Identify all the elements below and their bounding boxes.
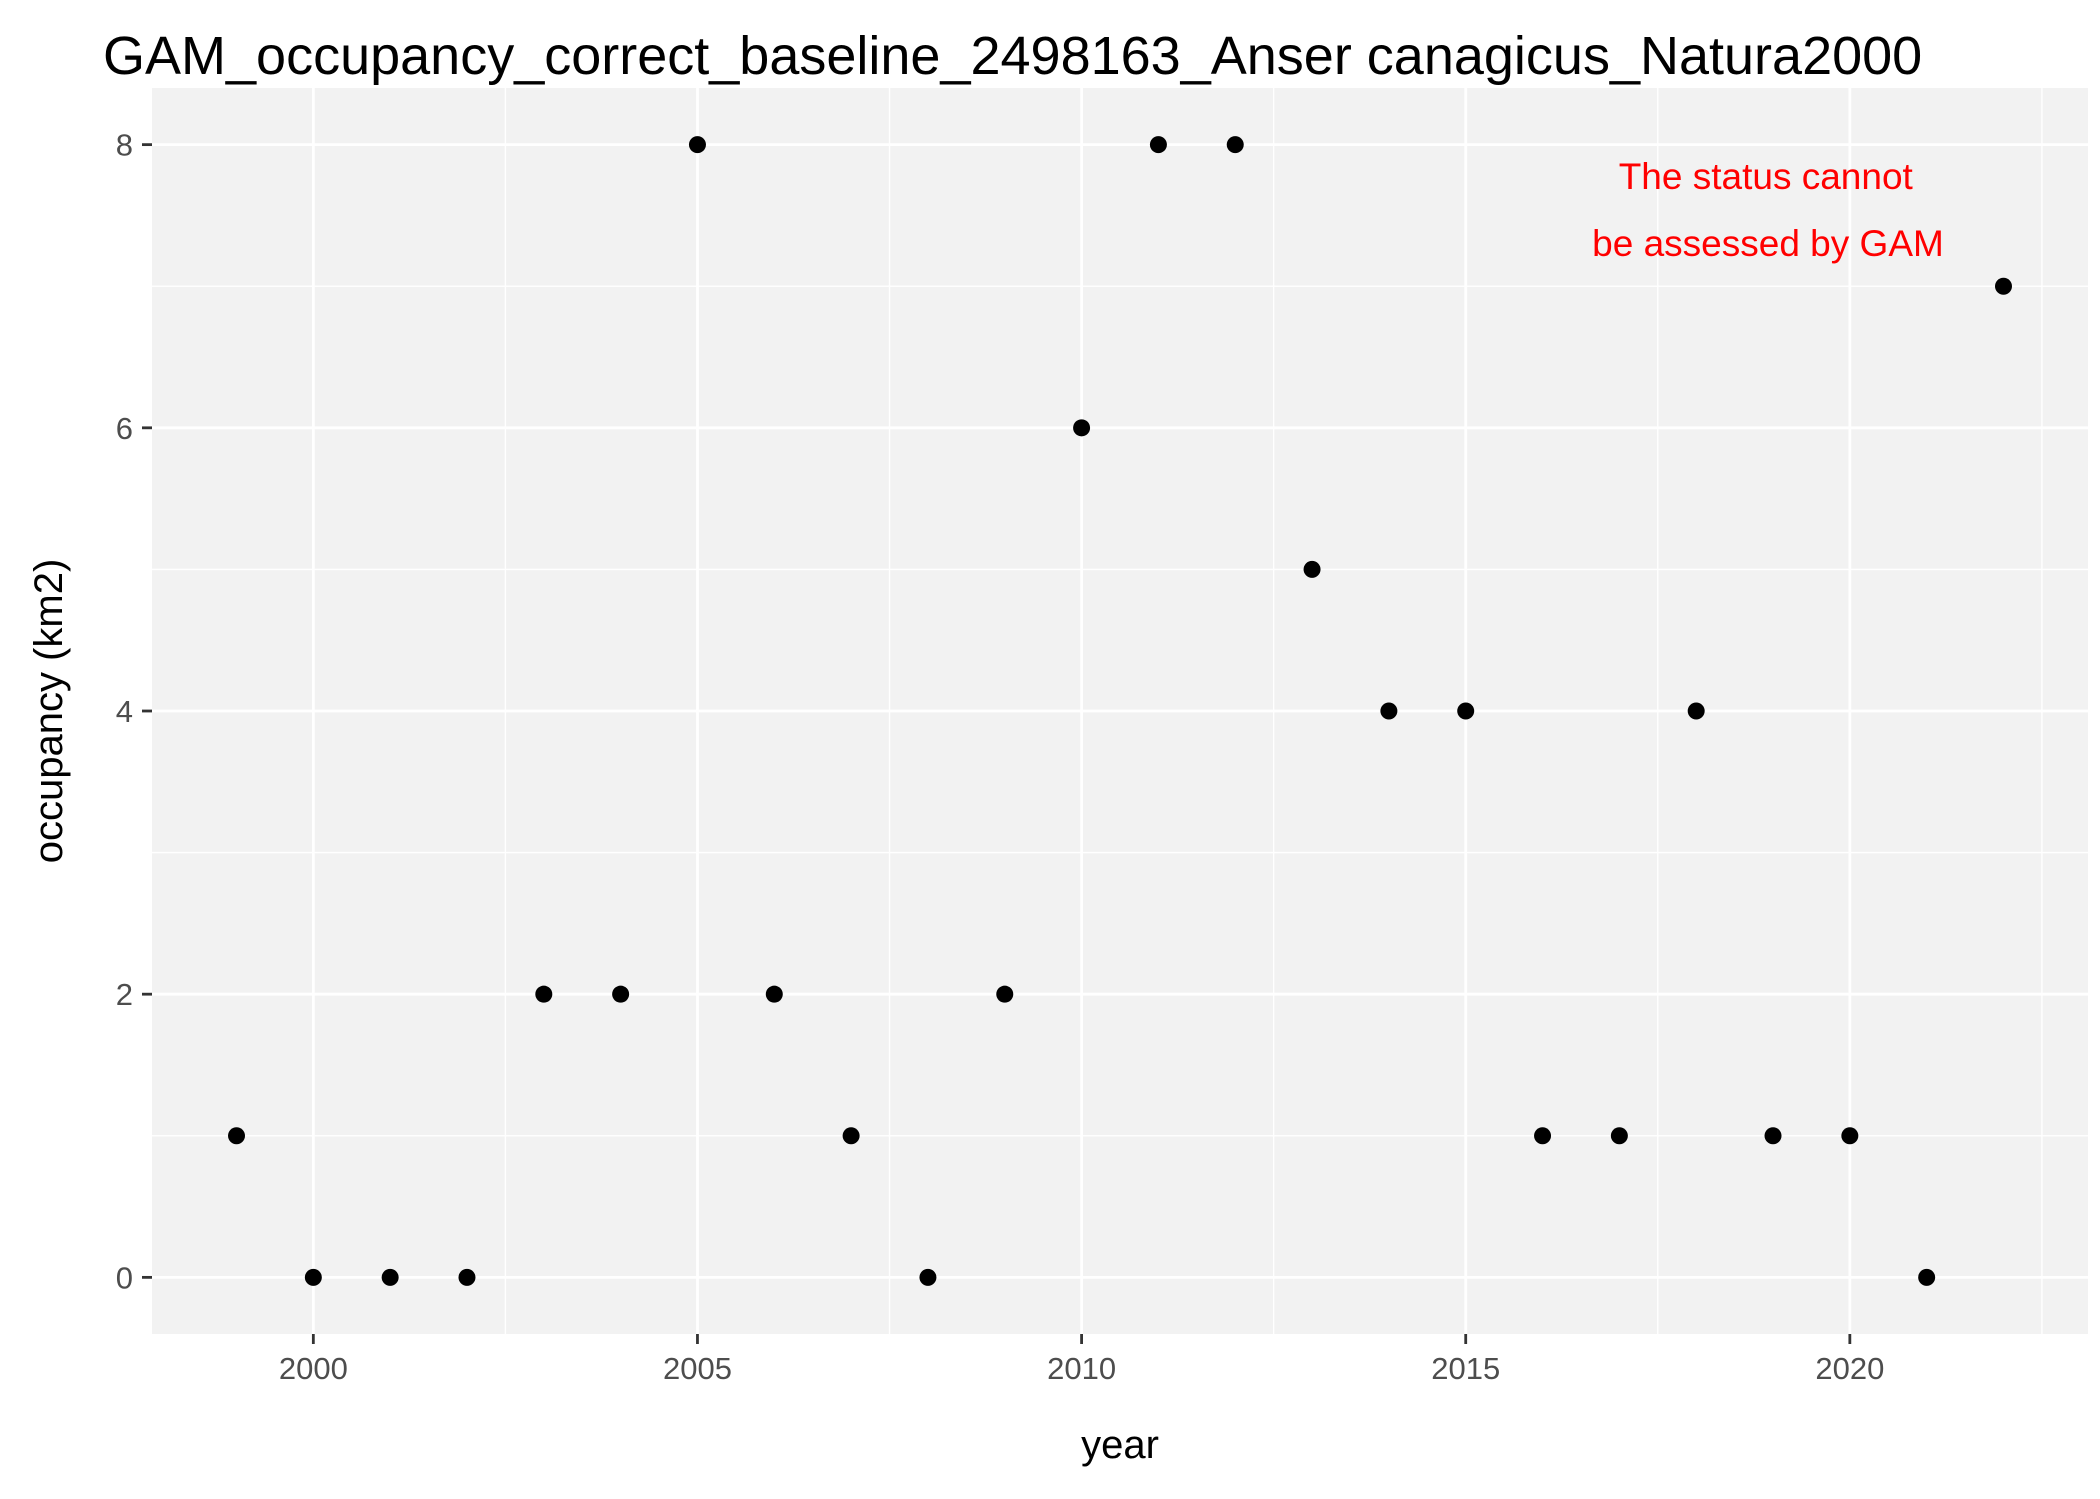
data-point	[1841, 1127, 1859, 1145]
data-point	[612, 985, 630, 1003]
data-point	[1764, 1127, 1782, 1145]
data-point	[304, 1268, 322, 1286]
data-point	[919, 1268, 937, 1286]
data-point	[996, 985, 1014, 1003]
data-point	[228, 1127, 246, 1145]
status-annotation: The status cannot be assessed by GAM	[1592, 156, 1944, 264]
data-point	[765, 985, 783, 1003]
x-tick-label: 2010	[1047, 1351, 1116, 1386]
data-point	[381, 1268, 399, 1286]
x-tick-label: 2015	[1431, 1351, 1500, 1386]
minor-gridlines	[152, 88, 2088, 1334]
y-tick-label: 2	[116, 977, 133, 1012]
data-point	[1918, 1268, 1936, 1286]
x-axis-title: year	[1081, 1423, 1159, 1467]
chart-title: GAM_occupancy_correct_baseline_2498163_A…	[103, 26, 1922, 86]
data-point	[1226, 136, 1244, 154]
x-axis: 2000 2005 2010 2015 2020	[279, 1334, 1884, 1386]
data-point	[1073, 419, 1091, 437]
data-point	[1303, 560, 1321, 578]
y-tick-label: 8	[116, 128, 133, 163]
y-tick-label: 4	[116, 694, 133, 729]
y-tick-label: 0	[116, 1260, 133, 1295]
x-tick-label: 2000	[279, 1351, 348, 1386]
data-points	[228, 136, 2012, 1286]
data-point	[1534, 1127, 1552, 1145]
x-tick-label: 2020	[1815, 1351, 1884, 1386]
annotation-line-2: be assessed by GAM	[1592, 223, 1944, 264]
data-point	[458, 1268, 476, 1286]
y-axis: 0 2 4 6 8	[116, 128, 152, 1295]
y-tick-label: 6	[116, 411, 133, 446]
annotation-line-1: The status cannot	[1619, 156, 1914, 197]
data-point	[1380, 702, 1398, 720]
data-point	[1610, 1127, 1628, 1145]
data-point	[1994, 277, 2012, 295]
data-point	[842, 1127, 860, 1145]
data-point	[1149, 136, 1167, 154]
data-point	[1687, 702, 1705, 720]
y-axis-title: occupancy (km2)	[27, 559, 71, 864]
data-point	[1457, 702, 1475, 720]
x-tick-label: 2005	[663, 1351, 732, 1386]
data-point	[535, 985, 553, 1003]
data-point	[688, 136, 706, 154]
